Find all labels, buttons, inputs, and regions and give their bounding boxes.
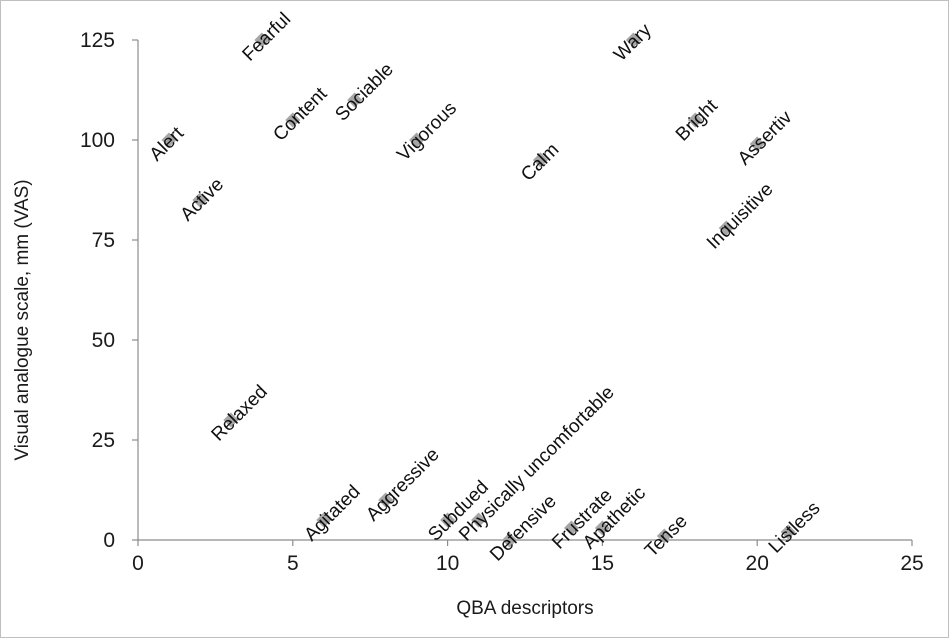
data-point-physically-uncomfortable — [471, 512, 487, 528]
y-tick-label: 100 — [80, 129, 115, 152]
data-point-calm — [532, 152, 548, 168]
data-point-fearful — [254, 32, 270, 48]
point-label: Fearful — [239, 9, 296, 66]
y-tick-label: 50 — [92, 329, 115, 352]
data-point-assertiv — [749, 136, 765, 152]
axes — [132, 39, 913, 546]
tick-labels: 0 25 50 75 100 125 0 5 10 15 20 25 — [80, 29, 924, 575]
point-label: Active — [177, 174, 228, 225]
data-point-relaxed — [223, 412, 239, 428]
point-label: Inquisitive — [703, 179, 778, 254]
data-point-apathetic — [594, 520, 610, 536]
x-tick-label: 20 — [746, 552, 769, 575]
point-label: Sociable — [331, 59, 397, 125]
data-point-inquisitive — [718, 220, 734, 236]
data-point-active — [192, 192, 208, 208]
point-label: Vigorous — [393, 98, 461, 166]
point-label: Listless — [765, 498, 825, 558]
x-tick-label: 0 — [132, 552, 144, 575]
data-point-defensive — [502, 532, 518, 548]
data-point-aggressive — [378, 492, 394, 508]
data-point-listless — [780, 524, 796, 540]
x-tick-label: 15 — [591, 552, 614, 575]
data-point-bright — [687, 112, 703, 128]
point-label: Wary — [610, 19, 656, 65]
data-point-tense — [656, 528, 672, 544]
y-tick-label: 25 — [92, 429, 115, 452]
y-tick-label: 0 — [103, 529, 115, 552]
data-point-content — [285, 112, 301, 128]
point-label: Aggressive — [362, 444, 443, 525]
x-tick-label: 10 — [436, 552, 459, 575]
point-labels: Alert Active Relaxed Fearful Content Agitated… — [146, 9, 825, 566]
y-axis-title: Visual analogue scale, mm (VAS) — [12, 179, 33, 460]
data-points — [161, 32, 796, 548]
point-label: Alert — [146, 123, 189, 166]
point-label: Tense — [641, 511, 692, 562]
y-tick-label: 125 — [80, 29, 115, 52]
data-point-subdued — [440, 512, 456, 528]
point-label: Relaxed — [208, 381, 272, 445]
data-point-wary — [625, 32, 641, 48]
data-point-sociable — [347, 92, 363, 108]
data-point-agitated — [316, 512, 332, 528]
point-label: Assertiv — [734, 107, 797, 170]
point-label: Agitated — [300, 481, 364, 545]
point-label: Calm — [517, 139, 563, 185]
x-tick-label: 5 — [287, 552, 299, 575]
y-tick-label: 75 — [92, 229, 115, 252]
point-label: Bright — [672, 95, 722, 145]
data-point-alert — [161, 132, 177, 148]
data-point-frustrate — [563, 520, 579, 536]
x-axis-title: QBA descriptors — [456, 598, 593, 619]
data-point-vigorous — [409, 132, 425, 148]
x-tick-label: 25 — [900, 552, 923, 575]
point-label: Content — [269, 83, 331, 145]
